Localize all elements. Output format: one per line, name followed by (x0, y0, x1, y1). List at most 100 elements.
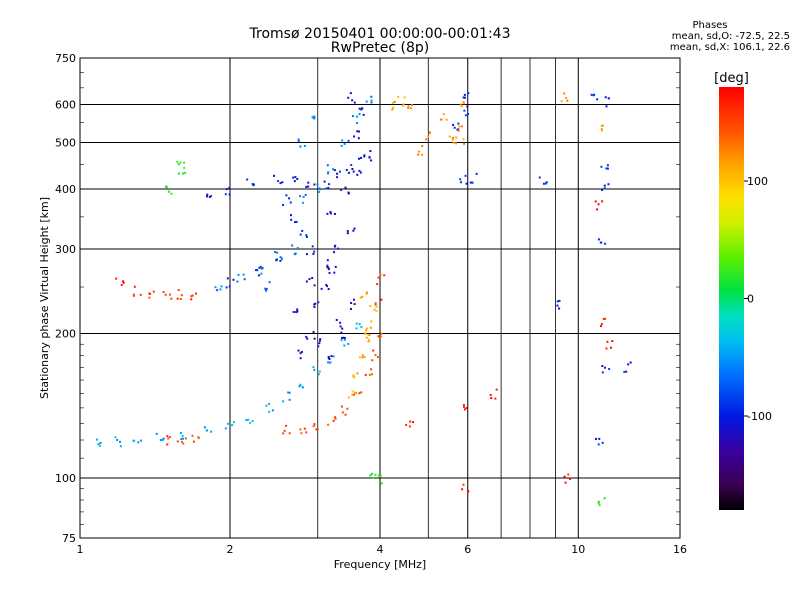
data-point (364, 373, 367, 376)
data-point (335, 318, 338, 321)
data-point (353, 101, 356, 104)
data-point (179, 431, 182, 434)
data-point (177, 172, 180, 175)
data-point (353, 298, 356, 301)
data-point (299, 357, 302, 360)
data-point (343, 344, 346, 347)
data-point (305, 185, 308, 188)
data-point (369, 149, 372, 152)
data-point (371, 373, 374, 376)
data-point (303, 427, 306, 430)
data-point (190, 295, 193, 298)
chart-title-line1: Tromsø 20150401 00:00:00-00:01:43 (249, 26, 511, 42)
data-point (605, 167, 608, 170)
data-point (603, 184, 606, 187)
data-point (379, 273, 382, 276)
data-point (368, 373, 371, 376)
data-point (544, 182, 547, 185)
data-point (356, 372, 359, 375)
data-point (252, 184, 255, 187)
data-point (314, 302, 317, 305)
data-point (417, 153, 420, 156)
data-point (333, 212, 336, 215)
phases-line-o: mean, sd,O: -72.5, 22.5 (671, 31, 790, 42)
y-tick-label: 500 (55, 137, 76, 150)
data-point (627, 363, 630, 366)
data-point (304, 193, 307, 196)
data-point (601, 188, 604, 191)
data-point (346, 407, 349, 410)
data-point (365, 292, 368, 295)
y-tick-label: 750 (55, 52, 76, 65)
data-point (463, 96, 466, 99)
data-point (369, 305, 372, 308)
data-point (407, 106, 410, 109)
data-point (301, 386, 304, 389)
data-point (313, 183, 316, 186)
data-point (327, 288, 330, 291)
data-point (311, 116, 314, 119)
data-point (603, 187, 606, 190)
data-point (560, 100, 563, 103)
data-point (350, 163, 353, 166)
grid (80, 58, 680, 538)
data-point (294, 176, 297, 179)
data-point (359, 296, 362, 299)
data-point (291, 244, 294, 247)
data-point (289, 201, 292, 204)
data-point (597, 238, 600, 241)
data-point (296, 308, 299, 311)
data-point (495, 388, 498, 391)
data-point (374, 303, 377, 306)
data-point (170, 297, 173, 300)
data-point (251, 420, 254, 423)
data-point (349, 307, 352, 310)
data-point (590, 93, 593, 96)
data-point (347, 139, 350, 142)
data-point (276, 251, 279, 254)
data-point (603, 497, 606, 500)
data-point (249, 421, 252, 424)
data-point (374, 354, 377, 357)
data-point (409, 107, 412, 110)
data-point (412, 421, 415, 424)
colorbar-ticks: 100 0 -100 (744, 175, 772, 423)
data-point (625, 370, 628, 373)
data-point (313, 117, 316, 120)
data-point (177, 289, 180, 292)
data-point (327, 266, 330, 269)
data-point (603, 366, 606, 369)
data-point (280, 258, 283, 261)
data-point (346, 230, 349, 233)
data-point (299, 383, 302, 386)
data-point (360, 391, 363, 394)
data-point (228, 285, 231, 288)
data-point (463, 102, 466, 105)
data-point (545, 181, 548, 184)
data-point (455, 142, 458, 145)
data-point (600, 323, 603, 326)
data-point (370, 99, 373, 102)
colorbar-tick-label: 0 (747, 293, 754, 306)
data-point (119, 445, 122, 448)
data-point (351, 390, 354, 393)
data-point (214, 286, 217, 289)
data-point (357, 130, 360, 133)
data-point (452, 141, 455, 144)
data-point (313, 369, 316, 372)
data-point (327, 423, 330, 426)
data-point (118, 440, 121, 443)
data-point (247, 418, 250, 421)
data-point (452, 136, 455, 139)
data-point (225, 286, 228, 289)
data-point (282, 432, 285, 435)
data-point (167, 437, 170, 440)
data-point (329, 212, 332, 215)
data-point (372, 349, 375, 352)
data-point (206, 193, 209, 196)
data-point (155, 432, 158, 435)
data-point (375, 309, 378, 312)
data-point (307, 185, 310, 188)
x-tick-label: 16 (673, 543, 687, 556)
data-point (601, 441, 604, 444)
